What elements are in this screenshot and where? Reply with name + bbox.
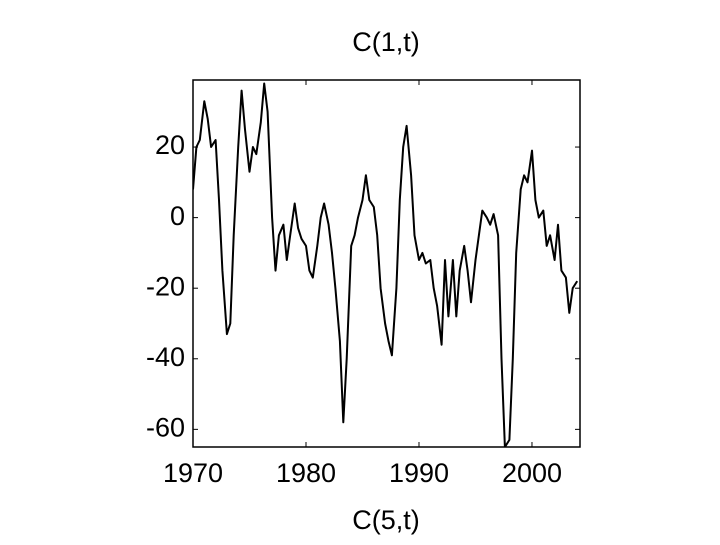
x-tick-label: 2000 xyxy=(502,458,562,488)
y-tick-label: 20 xyxy=(155,130,185,160)
x-tick-label: 1970 xyxy=(163,458,223,488)
y-tick-label: -20 xyxy=(146,271,185,301)
plot-frame xyxy=(192,79,581,448)
y-tick-label: -40 xyxy=(146,342,185,372)
y-tick-label: -60 xyxy=(146,412,185,442)
x-tick-label: 1980 xyxy=(276,458,336,488)
chart-title: C(1,t) xyxy=(352,27,420,57)
x-tick-label: 1990 xyxy=(389,458,449,488)
x-axis-label: C(5,t) xyxy=(352,505,420,535)
data-line xyxy=(193,82,579,447)
y-tick-label: 0 xyxy=(170,201,185,231)
